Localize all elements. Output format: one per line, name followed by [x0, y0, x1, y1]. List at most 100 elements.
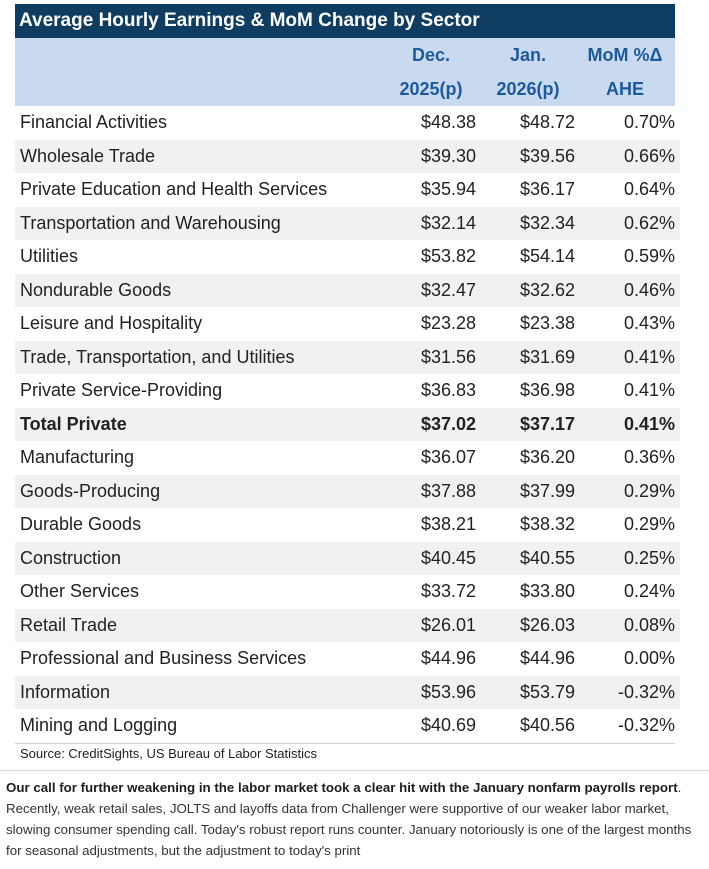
jan-value-cell: $38.32 — [476, 508, 575, 542]
mom-change-cell: 0.36% — [575, 441, 680, 475]
jan-value-cell: $40.56 — [476, 709, 575, 743]
table-body: Financial Activities $48.38 $48.72 0.70% Who… — [15, 106, 680, 743]
dec-value-cell: $36.83 — [380, 374, 476, 408]
header-dec-line1: Dec. — [411, 45, 451, 65]
mom-change-cell: 0.66% — [575, 139, 680, 173]
sector-cell: Nondurable Goods — [15, 273, 380, 307]
jan-value-cell: $39.56 — [476, 139, 575, 173]
mom-change-cell: 0.29% — [575, 508, 680, 542]
jan-value-cell: $36.98 — [476, 374, 575, 408]
header-mom-line2: AHE — [605, 79, 644, 99]
jan-value-cell: $31.69 — [476, 340, 575, 374]
dec-value-cell: $40.45 — [380, 541, 476, 575]
sector-cell: Private Education and Health Services — [15, 173, 380, 207]
mom-change-cell: 0.46% — [575, 273, 680, 307]
jan-value-cell: $53.79 — [476, 675, 575, 709]
dec-value-cell: $36.07 — [380, 441, 476, 475]
table-row: Nondurable Goods $32.47 $32.62 0.46% — [15, 273, 680, 307]
jan-value-cell: $23.38 — [476, 307, 575, 341]
table-row: Manufacturing $36.07 $36.20 0.36% — [15, 441, 680, 475]
jan-value-cell: $26.03 — [476, 608, 575, 642]
commentary-paragraph: Our call for further weakening in the la… — [6, 777, 704, 861]
dec-value-cell: $35.94 — [380, 173, 476, 207]
jan-value-cell: $32.62 — [476, 273, 575, 307]
table-row: Private Service-Providing $36.83 $36.98 0.4… — [15, 374, 680, 408]
table-row: Other Services $33.72 $33.80 0.24% — [15, 575, 680, 609]
dec-value-cell: $32.14 — [380, 206, 476, 240]
table-row: Retail Trade $26.01 $26.03 0.08% — [15, 608, 680, 642]
dec-value-cell: $32.47 — [380, 273, 476, 307]
dec-value-cell: $37.02 — [380, 407, 476, 441]
earnings-table: Average Hourly Earnings & MoM Change by … — [15, 4, 680, 764]
source-note: Source: CreditSights, US Bureau of Labor… — [15, 742, 675, 764]
mom-change-cell: 0.08% — [575, 608, 680, 642]
sector-cell: Goods-Producing — [15, 474, 380, 508]
mom-change-cell: 0.41% — [575, 374, 680, 408]
jan-value-cell: $54.14 — [476, 240, 575, 274]
dec-value-cell: $40.69 — [380, 709, 476, 743]
sector-cell: Durable Goods — [15, 508, 380, 542]
sector-cell: Wholesale Trade — [15, 139, 380, 173]
dec-value-cell: $38.21 — [380, 508, 476, 542]
mom-change-cell: 0.59% — [575, 240, 680, 274]
dec-value-cell: $37.88 — [380, 474, 476, 508]
mom-change-cell: 0.00% — [575, 642, 680, 676]
dec-value-cell: $33.72 — [380, 575, 476, 609]
mom-change-cell: 0.41% — [575, 340, 680, 374]
sector-cell: Other Services — [15, 575, 380, 609]
sector-cell: Retail Trade — [15, 608, 380, 642]
header-jan-line2: 2026(p) — [496, 79, 560, 99]
commentary-body: . Recently, weak retail sales, JOLTS and… — [6, 780, 692, 858]
commentary-lead: Our call for further weakening in the la… — [6, 780, 678, 795]
table-row: Wholesale Trade $39.30 $39.56 0.66% — [15, 139, 680, 173]
table-row: Total Private $37.02 $37.17 0.41% — [15, 407, 680, 441]
table-row: Durable Goods $38.21 $38.32 0.29% — [15, 508, 680, 542]
table-row: Private Education and Health Services $35… — [15, 173, 680, 207]
dec-value-cell: $44.96 — [380, 642, 476, 676]
table-row: Utilities $53.82 $54.14 0.59% — [15, 240, 680, 274]
mom-change-cell: -0.32% — [575, 709, 680, 743]
sector-cell: Manufacturing — [15, 441, 380, 475]
jan-value-cell: $37.99 — [476, 474, 575, 508]
header-mom-line1: MoM %Δ — [587, 45, 663, 65]
sector-cell: Information — [15, 675, 380, 709]
table-row: Professional and Business Services $44.96… — [15, 642, 680, 676]
jan-value-cell: $48.72 — [476, 106, 575, 140]
jan-value-cell: $33.80 — [476, 575, 575, 609]
mom-change-cell: 0.41% — [575, 407, 680, 441]
sector-cell: Total Private — [15, 407, 380, 441]
dec-value-cell: $26.01 — [380, 608, 476, 642]
jan-value-cell: $36.17 — [476, 173, 575, 207]
divider — [0, 770, 709, 771]
sector-cell: Mining and Logging — [15, 709, 380, 743]
sector-cell: Utilities — [15, 240, 380, 274]
table-row: Mining and Logging $40.69 $40.56 -0.32% — [15, 709, 680, 743]
mom-change-cell: 0.70% — [575, 106, 680, 140]
jan-value-cell: $37.17 — [476, 407, 575, 441]
dec-value-cell: $48.38 — [380, 106, 476, 140]
table-header: Dec. 2025(p) Jan. 2026(p) MoM %Δ AHE — [15, 38, 675, 106]
sector-cell: Leisure and Hospitality — [15, 307, 380, 341]
mom-change-cell: 0.62% — [575, 206, 680, 240]
table-row: Transportation and Warehousing $32.14 $32.… — [15, 206, 680, 240]
jan-value-cell: $44.96 — [476, 642, 575, 676]
mom-change-cell: -0.32% — [575, 675, 680, 709]
jan-value-cell: $32.34 — [476, 206, 575, 240]
header-dec: Dec. 2025(p) — [383, 38, 479, 106]
mom-change-cell: 0.25% — [575, 541, 680, 575]
sector-cell: Private Service-Providing — [15, 374, 380, 408]
mom-change-cell: 0.64% — [575, 173, 680, 207]
table-row: Information $53.96 $53.79 -0.32% — [15, 675, 680, 709]
header-jan: Jan. 2026(p) — [483, 38, 573, 106]
dec-value-cell: $53.82 — [380, 240, 476, 274]
mom-change-cell: 0.24% — [575, 575, 680, 609]
table-row: Financial Activities $48.38 $48.72 0.70% — [15, 106, 680, 140]
header-dec-line2: 2025(p) — [399, 79, 463, 99]
sector-cell: Construction — [15, 541, 380, 575]
sector-cell: Transportation and Warehousing — [15, 206, 380, 240]
sector-cell: Trade, Transportation, and Utilities — [15, 340, 380, 374]
header-mom: MoM %Δ AHE — [575, 38, 675, 106]
table-row: Construction $40.45 $40.55 0.25% — [15, 541, 680, 575]
sector-cell: Financial Activities — [15, 106, 380, 140]
table-row: Goods-Producing $37.88 $37.99 0.29% — [15, 474, 680, 508]
